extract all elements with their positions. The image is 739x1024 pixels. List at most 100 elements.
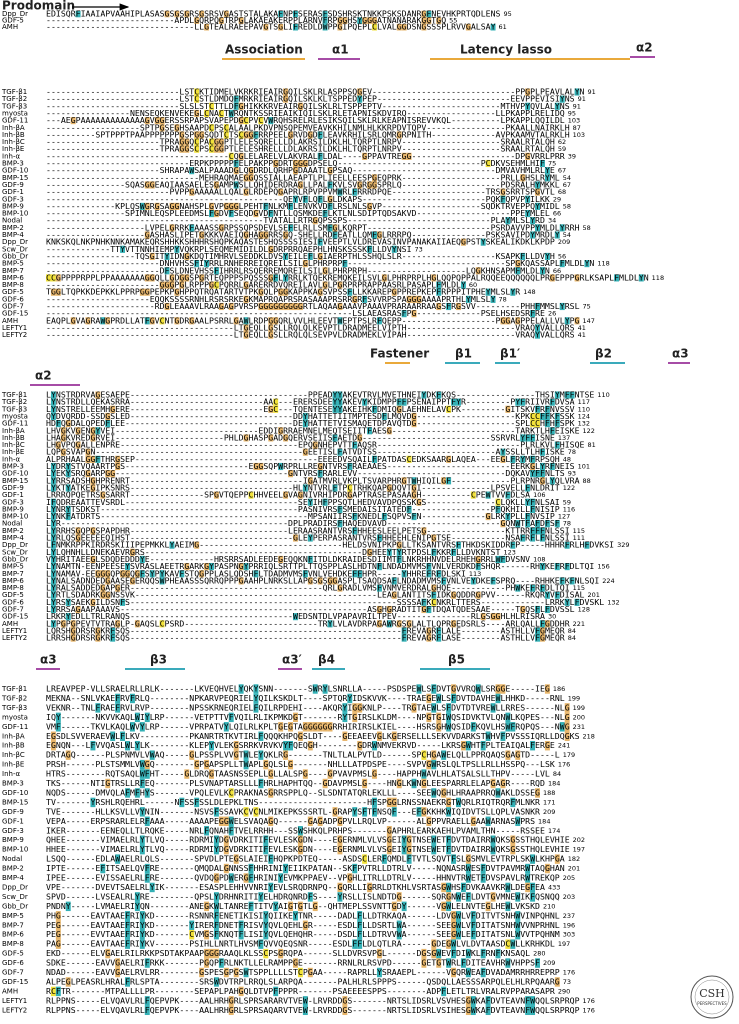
sequence: --------------------------APDLGQRPQGTRPG… — [46, 15, 446, 25]
residue-shade — [65, 901, 71, 912]
sequence: VEKNR--TNLFRAEFRVLRVP--------NPSSKRNEQRI… — [46, 702, 570, 712]
residue-shade — [125, 929, 130, 940]
residue-shade — [307, 534, 313, 542]
sequence: LYNSTRDLLQEKASRRA-----------------------… — [46, 397, 575, 407]
residue-shade — [65, 484, 71, 492]
residue-shade — [470, 1005, 476, 1016]
alignment-row: BMP-10 HHEE-------VIMAELRLYTLVQ-----RDRMI… — [2, 844, 585, 855]
residue-shade — [564, 598, 570, 606]
residue-shade — [391, 591, 397, 599]
residue-shade — [451, 948, 457, 959]
sequence: TVE-------HLLKSVLLVYNIN-------NSVSFSSAVK… — [46, 806, 540, 816]
residue-shade — [381, 274, 387, 282]
residue-shade — [431, 759, 437, 770]
sequence-name: GDF-9 — [2, 808, 24, 816]
sequence-name: Inh-βC — [2, 751, 25, 759]
residue-shade — [243, 434, 249, 442]
residue-number: 84 — [553, 770, 561, 778]
residue-shade — [372, 181, 377, 189]
residue-shade — [421, 807, 427, 817]
alignment-row: GDF-11 HDFQGDALQPEDFLEE------------------… — [2, 418, 590, 428]
residue-number: 68 — [558, 188, 566, 196]
sequence-name: GDF-10 — [2, 167, 28, 175]
residue-shade — [525, 520, 531, 528]
sequence-name: Inh-βE — [2, 761, 24, 769]
residue-shade — [367, 17, 373, 24]
sequence-name: BMP-7 — [2, 267, 24, 275]
residue-shade — [505, 405, 511, 413]
residue-number: 66 — [553, 210, 561, 218]
residue-shade — [515, 260, 521, 268]
residue-number: 30 — [548, 613, 556, 621]
residue-shade — [144, 958, 150, 968]
residue-shade — [223, 967, 229, 978]
residue-shade — [525, 484, 531, 492]
residue-shade — [564, 541, 570, 549]
residue-shade — [263, 948, 269, 959]
residue-shade — [357, 88, 363, 96]
alignment-row: TGF-β2 MEKNA--SNLVKAEFRVFRLQ--------NPKAR… — [1, 693, 580, 704]
residue-shade — [307, 498, 313, 506]
residue-shade — [421, 750, 427, 760]
residue-shade — [283, 252, 289, 261]
residue-shade — [174, 124, 180, 132]
alignment-row: AMH LYPGPGPEVTVTRAGLP-GAQSLCPSRD---------… — [2, 618, 585, 628]
residue-shade — [125, 563, 130, 571]
alignment-row: GDF-3 IKER-------EENEQLLTLRQKE-----NRLFQN… — [2, 825, 560, 836]
residue-shade — [189, 167, 195, 175]
residue-shade — [515, 920, 521, 930]
residue-shade — [460, 958, 466, 968]
residue-shade — [564, 391, 570, 399]
residue-shade — [307, 740, 313, 751]
residue-shade — [554, 520, 560, 528]
residue-shade — [322, 10, 328, 18]
residue-shade — [110, 627, 116, 635]
residue-shade — [337, 816, 343, 827]
sequence-name: GDF-3 — [2, 827, 24, 835]
residue-shade — [194, 260, 200, 268]
residue-number: 200 — [573, 713, 585, 721]
residue-shade — [194, 109, 200, 118]
residue-number: 41 — [578, 331, 586, 339]
residue-shade — [396, 920, 402, 930]
sequence-name: GDF-1 — [2, 491, 24, 499]
residue-shade — [554, 441, 560, 449]
logo-mark: CSH — [699, 987, 725, 1000]
residue-shade — [159, 117, 165, 125]
residue-shade — [258, 302, 264, 311]
residue-shade — [391, 807, 397, 817]
residue-shade — [184, 252, 190, 261]
residue-shade — [60, 427, 66, 435]
residue-shade — [194, 138, 200, 146]
residue-shade — [535, 405, 540, 413]
sequence-name: TGF-β3 — [1, 405, 27, 413]
residue-shade — [317, 131, 323, 139]
residue-shade — [431, 703, 437, 713]
alignment-row: Inh-βA EGSDLSVVERAEVWLFLKV----------PKANR… — [2, 731, 595, 741]
alignment-row: GDF-5 LYRTLSDADRKGGNSSVK-----------------… — [2, 590, 600, 600]
residue-shade — [485, 159, 491, 168]
residue-shade — [470, 929, 476, 940]
residue-shade — [199, 231, 205, 239]
residue-shade — [223, 722, 229, 732]
sequence: IFQDREAATTEVSRDL------------------------… — [46, 497, 560, 507]
residue-shade — [273, 274, 279, 282]
residue-shade — [154, 117, 160, 125]
residue-shade — [465, 873, 471, 883]
residue-shade — [199, 967, 205, 978]
residue-shade — [451, 548, 457, 556]
residue-shade — [179, 131, 185, 139]
residue-shade — [204, 929, 210, 940]
residue-shade — [297, 181, 303, 189]
alignment-row: BMP-6 CCGPPPPRPPLPPAAAAAAAGGQLLGDGGSPGRTE… — [2, 272, 664, 282]
residue-shade — [411, 512, 417, 521]
residue-shade — [307, 967, 313, 978]
residue-shade — [199, 274, 205, 282]
residue-shade — [559, 302, 565, 311]
residue-shade — [55, 420, 61, 428]
residue-shade — [525, 195, 531, 203]
residue-shade — [495, 498, 501, 506]
residue-shade — [535, 202, 540, 210]
sequence-name: BMP-8 — [2, 281, 24, 289]
residue-shade — [213, 181, 219, 189]
